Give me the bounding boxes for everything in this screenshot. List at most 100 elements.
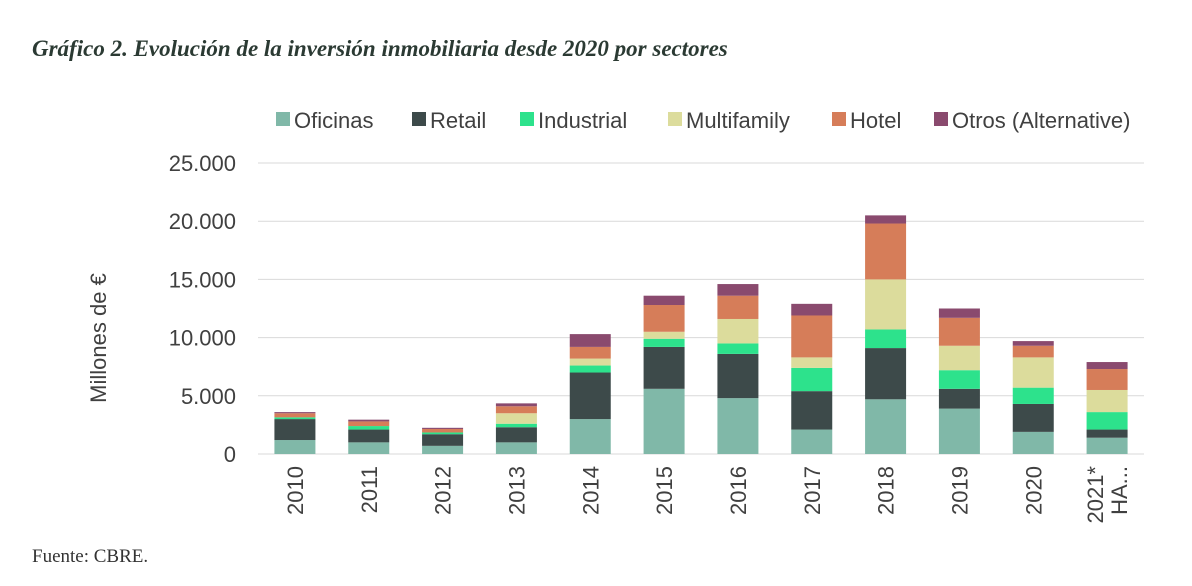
- bar-segment: [643, 388, 685, 454]
- x-tick-label: 2013: [504, 466, 529, 515]
- legend-swatch: [276, 112, 290, 126]
- bar-segment: [938, 345, 980, 371]
- bar-segment: [348, 429, 390, 443]
- legend-swatch: [934, 112, 948, 126]
- y-axis: 0 5.000 10.000 15.000 20.000 25.000: [169, 151, 236, 467]
- x-tick-label: HA...: [1107, 466, 1132, 515]
- x-tick-label: 2018: [874, 466, 899, 515]
- bar-segment: [274, 419, 316, 441]
- bar-segment: [938, 308, 980, 318]
- legend-label: Otros (Alternative): [952, 108, 1131, 133]
- bar-segment: [422, 445, 464, 454]
- legend: Oficinas Retail Industrial Multifamily Hotel…: [276, 108, 1131, 133]
- bar-segment: [791, 391, 833, 430]
- bar-segment: [348, 426, 390, 430]
- x-tick-label: 2010: [283, 466, 308, 515]
- bar-segment: [865, 279, 907, 330]
- bar-segment: [569, 358, 611, 366]
- bar-segment: [348, 419, 390, 422]
- bar-segment: [1086, 412, 1128, 430]
- legend-swatch: [832, 112, 846, 126]
- bar-segment: [717, 398, 759, 454]
- y-axis-label: Millones de €: [86, 273, 111, 403]
- bar-segment: [865, 223, 907, 280]
- bar-segment: [791, 367, 833, 392]
- bar-segment: [1086, 429, 1128, 438]
- gridlines: [258, 162, 1144, 455]
- x-tick-label: 2012: [431, 466, 456, 515]
- bar-segment: [274, 440, 316, 454]
- bar-segment: [1012, 357, 1054, 388]
- bar-segment: [938, 408, 980, 454]
- legend-label: Hotel: [850, 108, 901, 133]
- bar-segment: [495, 427, 537, 443]
- bar-segment: [1086, 437, 1128, 454]
- bar-segment: [1012, 431, 1054, 454]
- bar-segment: [274, 417, 316, 420]
- bar-segment: [1086, 389, 1128, 413]
- bar-segment: [569, 372, 611, 420]
- bar-segment: [569, 419, 611, 454]
- bar-segment: [1086, 369, 1128, 390]
- bar-segment: [1012, 345, 1054, 358]
- bar-segment: [495, 406, 537, 414]
- bar-segment: [1086, 362, 1128, 370]
- bar-segment: [938, 317, 980, 346]
- bar-segment: [569, 334, 611, 347]
- x-tick-label: 2014: [578, 466, 603, 515]
- bar-segment: [865, 348, 907, 400]
- bar-segment: [495, 442, 537, 454]
- bar-segment: [791, 357, 833, 368]
- bar-segment: [643, 346, 685, 389]
- y-tick-label: 25.000: [169, 151, 236, 176]
- legend-label: Oficinas: [294, 108, 373, 133]
- bar-segment: [717, 295, 759, 319]
- bar-segment: [791, 315, 833, 358]
- legend-label: Retail: [430, 108, 486, 133]
- bar-segment: [569, 346, 611, 359]
- bar-segment: [643, 338, 685, 347]
- x-tick-label: 2015: [652, 466, 677, 515]
- x-tick-label: 2020: [1021, 466, 1046, 515]
- bar-segment: [791, 429, 833, 454]
- bar-segment: [865, 399, 907, 454]
- bar-segment: [717, 353, 759, 399]
- y-tick-label: 15.000: [169, 267, 236, 292]
- legend-swatch: [668, 112, 682, 126]
- x-tick-label: 2011: [357, 466, 382, 513]
- bar-segment: [938, 388, 980, 409]
- legend-label: Industrial: [538, 108, 627, 133]
- bar-segment: [1012, 341, 1054, 346]
- legend-swatch: [412, 112, 426, 126]
- source-note: Fuente: CBRE.: [32, 546, 149, 567]
- legend-label: Multifamily: [686, 108, 790, 133]
- bar-segment: [865, 329, 907, 349]
- y-tick-label: 5.000: [181, 384, 236, 409]
- bar-segment: [422, 427, 464, 429]
- bars: [274, 215, 1128, 454]
- bar-segment: [791, 303, 833, 316]
- bar-segment: [495, 413, 537, 424]
- bar-segment: [274, 412, 316, 414]
- page-title: Gráfico 2. Evolución de la inversión inm…: [32, 36, 728, 61]
- bar-segment: [422, 434, 464, 446]
- x-tick-label: 2021*: [1083, 466, 1108, 524]
- bar-segment: [274, 413, 316, 418]
- y-tick-label: 0: [224, 442, 236, 467]
- bar-segment: [643, 305, 685, 332]
- x-tick-label: 2016: [726, 466, 751, 515]
- bar-segment: [717, 284, 759, 296]
- bar-segment: [348, 421, 390, 427]
- bar-segment: [569, 365, 611, 373]
- bar-segment: [1012, 387, 1054, 404]
- x-axis: 2010 2011 2012 2013 2014 2015 2016 2017 2018 2019…: [283, 466, 1132, 524]
- x-tick-label: 2019: [947, 466, 972, 515]
- x-tick-label: 2017: [800, 466, 825, 515]
- y-tick-label: 20.000: [169, 209, 236, 234]
- legend-swatch: [520, 112, 534, 126]
- bar-segment: [422, 428, 464, 433]
- bar-segment: [865, 215, 907, 224]
- bar-segment: [717, 318, 759, 344]
- bar-segment: [422, 432, 464, 435]
